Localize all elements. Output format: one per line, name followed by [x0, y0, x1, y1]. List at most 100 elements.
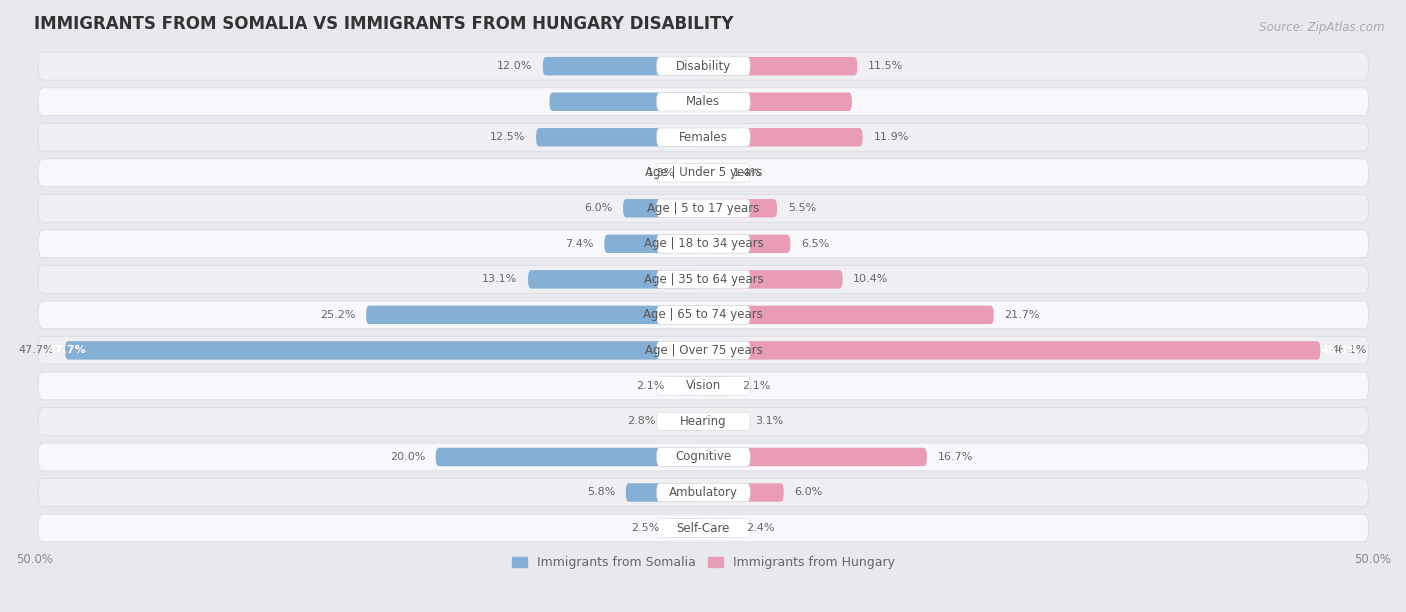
Text: 16.7%: 16.7% [938, 452, 973, 462]
FancyBboxPatch shape [657, 234, 751, 253]
Text: 10.4%: 10.4% [853, 274, 889, 285]
FancyBboxPatch shape [38, 195, 1368, 222]
FancyBboxPatch shape [657, 92, 751, 111]
Text: Females: Females [679, 131, 728, 144]
FancyBboxPatch shape [626, 483, 703, 502]
Text: 2.5%: 2.5% [631, 523, 659, 533]
FancyBboxPatch shape [657, 519, 751, 537]
FancyBboxPatch shape [657, 448, 751, 466]
FancyBboxPatch shape [436, 448, 703, 466]
Text: Age | Over 75 years: Age | Over 75 years [644, 344, 762, 357]
Text: Ambulatory: Ambulatory [669, 486, 738, 499]
Text: Hearing: Hearing [681, 415, 727, 428]
Text: 6.5%: 6.5% [801, 239, 830, 249]
FancyBboxPatch shape [703, 57, 858, 75]
Text: 1.3%: 1.3% [647, 168, 675, 177]
FancyBboxPatch shape [657, 412, 751, 431]
FancyBboxPatch shape [686, 163, 703, 182]
Text: 47.7%: 47.7% [48, 345, 86, 356]
Text: Age | 35 to 64 years: Age | 35 to 64 years [644, 273, 763, 286]
FancyBboxPatch shape [657, 305, 751, 324]
Text: Males: Males [686, 95, 720, 108]
FancyBboxPatch shape [657, 57, 751, 75]
Text: 20.0%: 20.0% [389, 452, 425, 462]
Text: IMMIGRANTS FROM SOMALIA VS IMMIGRANTS FROM HUNGARY DISABILITY: IMMIGRANTS FROM SOMALIA VS IMMIGRANTS FR… [34, 15, 734, 33]
FancyBboxPatch shape [38, 443, 1368, 471]
FancyBboxPatch shape [38, 53, 1368, 80]
FancyBboxPatch shape [657, 163, 751, 182]
FancyBboxPatch shape [623, 199, 703, 217]
FancyBboxPatch shape [605, 234, 703, 253]
Text: 7.4%: 7.4% [565, 239, 593, 249]
Text: Age | 18 to 34 years: Age | 18 to 34 years [644, 237, 763, 250]
FancyBboxPatch shape [666, 412, 703, 431]
FancyBboxPatch shape [550, 92, 703, 111]
Text: 2.8%: 2.8% [627, 416, 655, 427]
FancyBboxPatch shape [38, 337, 1368, 364]
FancyBboxPatch shape [703, 128, 863, 146]
FancyBboxPatch shape [703, 519, 735, 537]
Text: 1.4%: 1.4% [733, 168, 761, 177]
FancyBboxPatch shape [366, 305, 703, 324]
FancyBboxPatch shape [38, 301, 1368, 329]
Text: 11.9%: 11.9% [873, 132, 908, 142]
FancyBboxPatch shape [675, 377, 703, 395]
FancyBboxPatch shape [657, 483, 751, 502]
Text: 2.4%: 2.4% [747, 523, 775, 533]
Text: Age | Under 5 years: Age | Under 5 years [644, 166, 762, 179]
Text: 21.7%: 21.7% [1004, 310, 1040, 320]
Legend: Immigrants from Somalia, Immigrants from Hungary: Immigrants from Somalia, Immigrants from… [506, 551, 900, 574]
FancyBboxPatch shape [38, 230, 1368, 258]
Text: 5.5%: 5.5% [787, 203, 815, 214]
Text: Vision: Vision [686, 379, 721, 392]
FancyBboxPatch shape [38, 159, 1368, 187]
Text: 12.0%: 12.0% [496, 61, 531, 71]
FancyBboxPatch shape [38, 372, 1368, 400]
FancyBboxPatch shape [657, 270, 751, 289]
FancyBboxPatch shape [669, 519, 703, 537]
FancyBboxPatch shape [703, 305, 994, 324]
Text: 6.0%: 6.0% [583, 203, 613, 214]
FancyBboxPatch shape [38, 479, 1368, 506]
Text: 46.1%: 46.1% [1331, 345, 1367, 356]
Text: 13.1%: 13.1% [482, 274, 517, 285]
Text: 12.5%: 12.5% [491, 132, 526, 142]
Text: 47.7%: 47.7% [18, 345, 55, 356]
FancyBboxPatch shape [38, 124, 1368, 151]
Text: 2.1%: 2.1% [636, 381, 665, 391]
FancyBboxPatch shape [703, 377, 731, 395]
Text: 46.1%: 46.1% [1320, 345, 1360, 356]
FancyBboxPatch shape [38, 88, 1368, 116]
Text: 25.2%: 25.2% [321, 310, 356, 320]
FancyBboxPatch shape [65, 341, 703, 360]
Text: 6.0%: 6.0% [794, 488, 823, 498]
FancyBboxPatch shape [536, 128, 703, 146]
Text: 3.1%: 3.1% [755, 416, 783, 427]
Text: 5.8%: 5.8% [586, 488, 614, 498]
Text: Source: ZipAtlas.com: Source: ZipAtlas.com [1260, 21, 1385, 34]
Text: Age | 5 to 17 years: Age | 5 to 17 years [647, 202, 759, 215]
FancyBboxPatch shape [703, 234, 790, 253]
FancyBboxPatch shape [703, 270, 842, 289]
FancyBboxPatch shape [657, 341, 751, 360]
FancyBboxPatch shape [703, 199, 778, 217]
Text: 2.1%: 2.1% [742, 381, 770, 391]
FancyBboxPatch shape [703, 341, 1320, 360]
FancyBboxPatch shape [529, 270, 703, 289]
FancyBboxPatch shape [703, 163, 723, 182]
Text: 11.5%: 11.5% [868, 61, 903, 71]
Text: Disability: Disability [676, 60, 731, 73]
Text: Cognitive: Cognitive [675, 450, 731, 463]
Text: Age | 65 to 74 years: Age | 65 to 74 years [644, 308, 763, 321]
FancyBboxPatch shape [657, 377, 751, 395]
FancyBboxPatch shape [38, 514, 1368, 542]
FancyBboxPatch shape [543, 57, 703, 75]
FancyBboxPatch shape [703, 92, 852, 111]
FancyBboxPatch shape [703, 483, 783, 502]
FancyBboxPatch shape [703, 412, 745, 431]
FancyBboxPatch shape [657, 128, 751, 146]
FancyBboxPatch shape [657, 199, 751, 217]
FancyBboxPatch shape [38, 266, 1368, 293]
FancyBboxPatch shape [703, 448, 927, 466]
FancyBboxPatch shape [38, 408, 1368, 435]
